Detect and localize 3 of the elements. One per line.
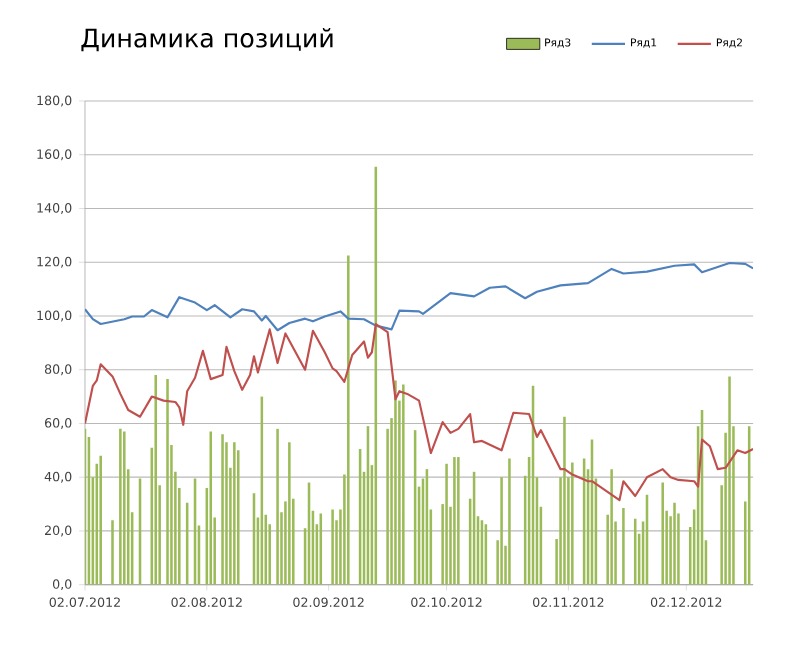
chart-title: Динамика позиций xyxy=(81,27,333,51)
line-series xyxy=(84,322,754,501)
line-series xyxy=(84,261,754,332)
